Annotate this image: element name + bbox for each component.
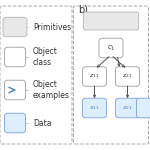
FancyBboxPatch shape: [82, 67, 106, 86]
FancyBboxPatch shape: [99, 38, 123, 58]
Text: $c_1$: $c_1$: [107, 43, 115, 53]
Text: Primitives: Primitives: [33, 22, 71, 32]
Text: b): b): [78, 4, 88, 15]
Text: Object
examples: Object examples: [33, 80, 70, 100]
FancyBboxPatch shape: [4, 80, 26, 100]
FancyBboxPatch shape: [4, 47, 26, 67]
FancyBboxPatch shape: [3, 17, 27, 37]
Text: $z_{11}$: $z_{11}$: [89, 73, 100, 80]
Text: Data: Data: [33, 118, 51, 127]
FancyBboxPatch shape: [82, 98, 106, 118]
Text: Object
class: Object class: [33, 47, 58, 67]
FancyBboxPatch shape: [116, 67, 140, 86]
FancyBboxPatch shape: [83, 12, 139, 30]
FancyBboxPatch shape: [136, 98, 150, 118]
FancyBboxPatch shape: [4, 113, 26, 133]
Text: $z_{21}$: $z_{21}$: [122, 73, 133, 80]
Text: $x_{11}$: $x_{11}$: [89, 104, 100, 112]
Text: $x_{21}$: $x_{21}$: [122, 104, 133, 112]
FancyBboxPatch shape: [116, 98, 140, 118]
